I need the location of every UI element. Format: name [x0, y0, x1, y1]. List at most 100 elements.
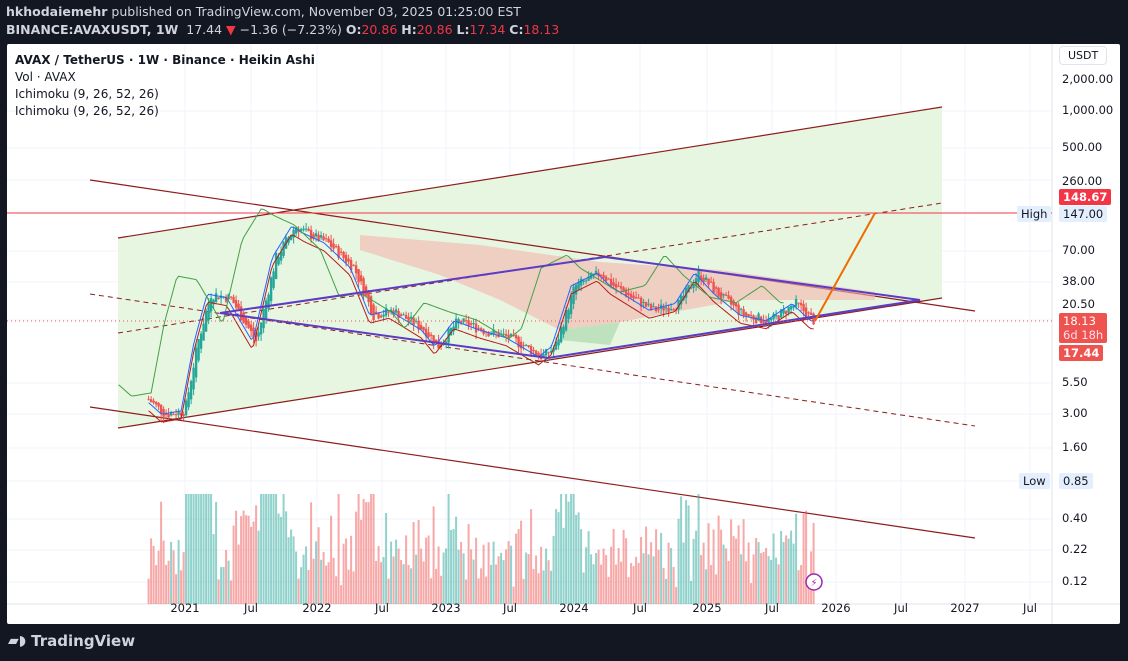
currency-button[interactable]: USDT: [1059, 46, 1108, 65]
candle-body: [152, 400, 155, 403]
target-projection-line: [814, 212, 876, 322]
price-chart[interactable]: ⚡: [7, 44, 1120, 624]
volume-bar: [290, 529, 293, 604]
candle-body: [287, 237, 290, 243]
volume-bar: [780, 530, 783, 604]
candle-body: [679, 295, 683, 305]
candle-body: [474, 323, 478, 333]
volume-bar: [427, 535, 430, 604]
candle-body: [229, 296, 233, 298]
candle-body: [662, 306, 665, 311]
volume-bar: [395, 539, 398, 604]
candle-body: [517, 336, 520, 348]
candle-body: [184, 400, 188, 416]
volume-bar: [200, 494, 203, 604]
volume-bar: [672, 567, 675, 604]
volume-bar: [710, 565, 713, 604]
volume-bar: [620, 561, 623, 604]
candle-body: [304, 228, 308, 230]
volume-bar: [555, 509, 558, 604]
candle-body: [232, 297, 235, 304]
candle-body: [739, 308, 743, 310]
volume-bar: [232, 525, 235, 604]
candle-body: [207, 303, 210, 321]
volume-bar: [452, 528, 455, 604]
open-value: 20.86: [361, 22, 398, 37]
volume-bar: [480, 568, 483, 604]
symmetrical-triangle: [219, 255, 921, 360]
volume-bar: [535, 555, 538, 604]
bar-countdown: 6d 18h: [1063, 328, 1104, 342]
volume-bar: [625, 538, 628, 604]
volume-bar: [227, 560, 230, 604]
candle-body: [669, 308, 673, 310]
volume-bar: [430, 578, 433, 604]
candle-body: [639, 297, 643, 307]
legend-ichimoku-2[interactable]: Ichimoku (9, 26, 52, 26): [15, 104, 159, 118]
high-value: 20.86: [416, 22, 453, 37]
candle-body: [244, 317, 248, 325]
volume-bar: [577, 512, 580, 604]
candle-body: [719, 292, 723, 299]
candle-body: [647, 303, 650, 305]
volume-bar: [537, 573, 540, 604]
candle-body: [217, 297, 220, 300]
candle-body: [599, 274, 603, 276]
candle-body: [784, 311, 788, 315]
volume-bar: [292, 536, 295, 604]
volume-bar: [192, 494, 195, 604]
volume-bar: [180, 570, 183, 604]
volume-bar: [767, 556, 770, 604]
ichimoku-conversion-line: [148, 226, 814, 415]
tradingview-logo[interactable]: ▰◗ TradingView: [8, 632, 135, 650]
candle-body: [772, 313, 775, 320]
time-tick: 2025: [692, 601, 722, 615]
candle-body: [172, 414, 175, 416]
candle-body: [527, 345, 530, 347]
price-tick: 3.00: [1062, 406, 1088, 420]
volume-bar: [380, 562, 383, 604]
candle-body: [767, 318, 770, 323]
candle-body: [624, 289, 628, 297]
candle-body: [437, 340, 440, 349]
volume-bar: [665, 578, 668, 604]
volume-bar: [335, 576, 338, 604]
volume-bar: [797, 570, 800, 604]
tv-logo-icon: ▰◗: [8, 633, 27, 649]
volume-bar: [467, 523, 470, 604]
candle-body: [684, 287, 688, 298]
volume-bar: [220, 567, 223, 604]
volume-bar: [402, 564, 405, 604]
candle-body: [629, 293, 633, 298]
candle-body: [569, 295, 573, 315]
legend-volume[interactable]: Vol · AVAX: [15, 70, 76, 84]
volume-bar: [637, 562, 640, 604]
volume-bar: [632, 566, 635, 604]
chart-panel[interactable]: ⚡ AVAX / TetherUS · 1W · Binance · Heiki…: [7, 44, 1120, 624]
volume-bar: [272, 494, 275, 604]
candle-body: [769, 318, 773, 321]
volume-bar: [152, 545, 155, 604]
volume-bar: [337, 494, 340, 604]
volume-bar: [527, 554, 530, 604]
candle-body: [742, 309, 745, 316]
candle-body: [757, 313, 760, 321]
time-tick: Jul: [765, 601, 779, 615]
volume-bar: [762, 551, 765, 604]
volume-bar: [585, 547, 588, 604]
close-price: 18.13: [1063, 314, 1096, 328]
author: hkhodaiemehr: [6, 4, 108, 19]
candle-body: [384, 308, 388, 316]
volume-bar: [622, 529, 625, 604]
volume-bar: [302, 554, 305, 604]
candle-body: [687, 284, 690, 293]
legend-title[interactable]: AVAX / TetherUS · 1W · Binance · Heikin …: [15, 53, 315, 67]
candle-body: [809, 312, 813, 315]
volume-bar: [745, 561, 748, 604]
candle-body: [414, 320, 418, 322]
legend-ichimoku-1[interactable]: Ichimoku (9, 26, 52, 26): [15, 87, 159, 101]
candle-body: [519, 341, 523, 349]
candle-body: [224, 296, 228, 302]
time-tick: Jul: [244, 601, 258, 615]
volume-bar: [532, 568, 535, 604]
